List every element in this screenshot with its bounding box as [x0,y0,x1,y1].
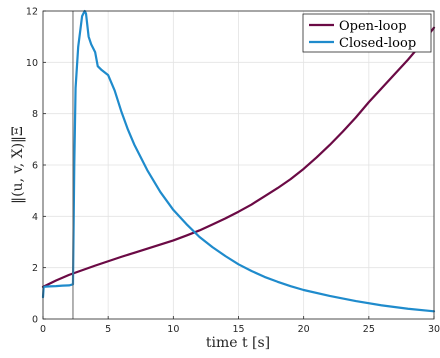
x-tick-label-5: 25 [363,324,375,335]
x-tick-label-6: 30 [428,324,440,335]
x-tick-label-2: 10 [167,324,179,335]
y-tick-label-1: 2 [32,263,38,274]
legend-box [302,13,432,53]
x-tick-label-1: 5 [105,324,111,335]
series-line-open-loop [41,26,436,289]
series-group [41,9,436,313]
legend: Open-loop Closed-loop [302,13,432,53]
y-tick-label-3: 6 [32,161,38,172]
x-tick-label-4: 20 [298,324,310,335]
y-tick-label-4: 8 [32,109,38,120]
legend-label-closed-loop: Closed-loop [339,36,416,51]
y-tick-label-2: 4 [32,212,38,223]
y-tick-label-5: 10 [26,58,38,69]
legend-label-open-loop: Open-loop [339,19,407,34]
y-tick-label-0: 0 [32,315,38,326]
axes [42,10,435,320]
y-tick-label-6: 12 [26,7,38,18]
series-line-closed-loop [41,9,436,313]
y-axis-label: ‖(u, v, X)‖Ξ [10,126,26,204]
x-tick-label-0: 0 [40,324,46,335]
tick-labels: 0 5 10 15 20 25 30 0 2 4 6 8 10 12 [26,7,440,336]
x-axis-label: time t [s] [206,335,270,351]
x-tick-label-3: 15 [232,324,244,335]
plot-frame [42,10,435,320]
